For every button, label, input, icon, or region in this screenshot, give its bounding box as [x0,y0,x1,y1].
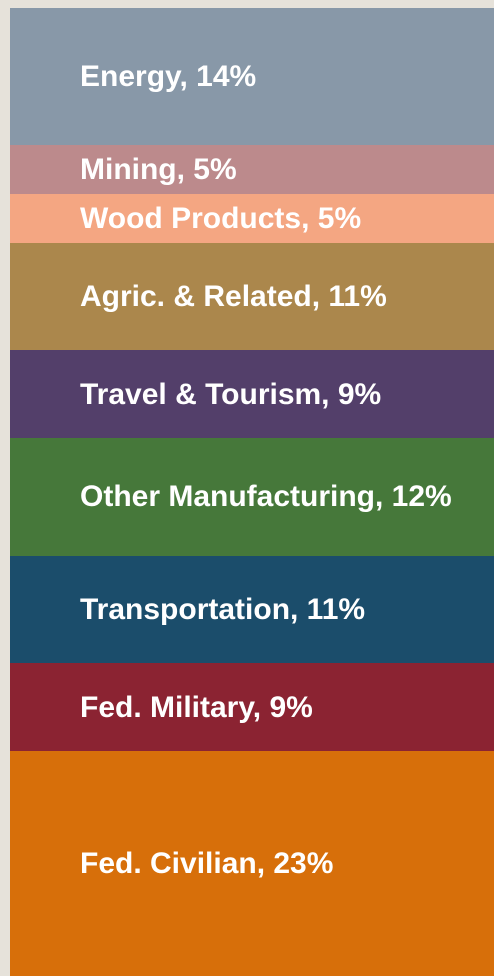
chart: Energy, 14% Mining, 5% Wood Products, 5% Ag… [10,8,494,976]
data-label: Travel & Tourism, 9% [80,377,382,411]
data-label: Energy, 14% [80,59,257,93]
bar-segment: Transportation, 11% [10,555,494,664]
data-label: Fed. Military, 9% [80,690,313,724]
bar-segment: Fed. Military, 9% [10,663,494,752]
data-label: Transportation, 11% [80,592,366,626]
bar-segment: Energy, 14% [10,8,494,145]
bar-segment: Other Manufacturing, 12% [10,438,494,556]
data-label: Wood Products, 5% [80,201,362,235]
data-label: Fed. Civilian, 23% [80,847,334,881]
data-label: Other Manufacturing, 12% [80,480,452,514]
bar-segment: Travel & Tourism, 9% [10,350,494,439]
bar-segment: Agric. & Related, 11% [10,242,494,351]
bar-segment: Wood Products, 5% [10,193,494,243]
data-label: Mining, 5% [80,152,237,186]
bar-segment: Fed. Civilian, 23% [10,751,494,976]
bar-segment: Mining, 5% [10,144,494,194]
data-label: Agric. & Related, 11% [80,279,387,313]
